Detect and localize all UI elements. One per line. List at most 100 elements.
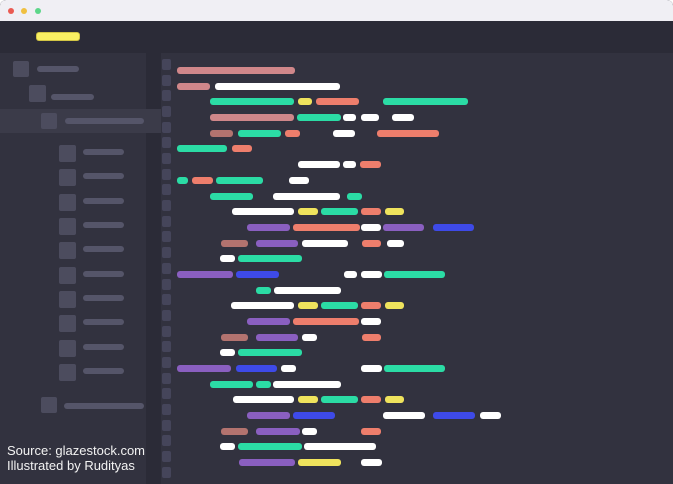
code-line-17[interactable]	[161, 315, 673, 328]
code-token-salmon	[377, 130, 439, 137]
code-line-3[interactable]	[161, 95, 673, 108]
sidebar-item-file-5[interactable]	[0, 238, 161, 263]
tree-item-icon	[59, 169, 76, 186]
code-token-white	[302, 334, 317, 341]
sidebar-item-folder-bottom[interactable]	[0, 393, 161, 417]
code-token-green	[210, 98, 294, 105]
gutter-mark	[162, 231, 171, 242]
code-token-white	[344, 271, 357, 278]
code-line-11[interactable]	[161, 221, 673, 234]
code-line-9[interactable]	[161, 190, 673, 203]
sidebar-item-file-8[interactable]	[0, 311, 161, 336]
code-token-white	[274, 287, 341, 294]
code-line-19[interactable]	[161, 346, 673, 359]
code-line-21[interactable]	[161, 378, 673, 391]
code-line-16[interactable]	[161, 299, 673, 312]
code-token-rose	[177, 83, 210, 90]
code-token-green	[321, 208, 358, 215]
code-line-26[interactable]	[161, 456, 673, 469]
traffic-light-zoom-button[interactable]	[35, 8, 41, 14]
gutter-mark	[162, 75, 171, 86]
code-token-white	[231, 302, 294, 309]
code-token-purple	[247, 224, 290, 231]
sidebar-item-file-10[interactable]	[0, 360, 161, 385]
code-line-8[interactable]	[161, 174, 673, 187]
code-token-salmon	[316, 98, 359, 105]
tree-item-icon	[59, 267, 76, 284]
code-token-white	[220, 443, 235, 450]
code-token-salmon	[293, 224, 360, 231]
sidebar-item-file-1[interactable]	[0, 141, 161, 166]
code-line-12[interactable]	[161, 237, 673, 250]
gutter-mark	[162, 435, 171, 446]
code-token-green	[256, 287, 271, 294]
sidebar-item-file-2[interactable]	[0, 165, 161, 190]
sidebar-item-folder-open[interactable]	[0, 81, 161, 106]
gutter-mark	[162, 404, 171, 415]
traffic-light-minimize-button[interactable]	[21, 8, 27, 14]
code-token-mutedrose	[221, 334, 248, 341]
tree-item-icon	[59, 242, 76, 259]
gutter-mark	[162, 137, 171, 148]
gutter-mark	[162, 326, 171, 337]
code-token-purple	[177, 271, 233, 278]
active-file-pill	[37, 33, 79, 40]
code-token-yellow	[298, 98, 312, 105]
tree-item-label-bar	[83, 344, 124, 350]
code-line-10[interactable]	[161, 205, 673, 218]
code-line-7[interactable]	[161, 158, 673, 171]
code-token-green	[210, 193, 253, 200]
code-token-white	[361, 114, 379, 121]
tree-item-icon	[59, 315, 76, 332]
tree-item-label-bar	[37, 66, 79, 72]
code-line-25[interactable]	[161, 440, 673, 453]
code-line-24[interactable]	[161, 425, 673, 438]
sidebar-item-file-selected[interactable]	[0, 109, 161, 133]
sidebar-item-root-folder[interactable]	[0, 57, 161, 81]
code-line-1[interactable]	[161, 64, 673, 77]
gutter-mark	[162, 420, 171, 431]
code-token-white	[383, 412, 425, 419]
code-token-white	[220, 349, 235, 356]
code-line-14[interactable]	[161, 268, 673, 281]
sidebar-item-file-9[interactable]	[0, 336, 161, 361]
code-token-white	[220, 255, 235, 262]
code-line-6[interactable]	[161, 142, 673, 155]
sidebar-item-file-7[interactable]	[0, 287, 161, 312]
code-line-2[interactable]	[161, 80, 673, 93]
traffic-light-close-button[interactable]	[8, 8, 14, 14]
code-token-white	[343, 114, 356, 121]
code-token-green	[177, 145, 227, 152]
code-token-purple	[256, 428, 300, 435]
code-token-green	[347, 193, 362, 200]
code-line-5[interactable]	[161, 127, 673, 140]
code-line-13[interactable]	[161, 252, 673, 265]
code-token-green	[238, 255, 302, 262]
code-token-purple	[247, 318, 290, 325]
gutter-mark	[162, 373, 171, 384]
code-token-white	[273, 381, 341, 388]
sidebar-item-file-6[interactable]	[0, 263, 161, 288]
code-line-20[interactable]	[161, 362, 673, 375]
code-token-yellow	[298, 459, 341, 466]
code-token-green	[210, 381, 253, 388]
code-token-white	[215, 83, 340, 90]
code-token-yellow	[385, 396, 404, 403]
code-token-green	[216, 177, 263, 184]
code-line-15[interactable]	[161, 284, 673, 297]
credit-line-illustrator: Illustrated by Rudityas	[7, 458, 135, 473]
gutter-mark	[162, 341, 171, 352]
code-token-white	[302, 428, 317, 435]
code-line-4[interactable]	[161, 111, 673, 124]
code-line-23[interactable]	[161, 409, 673, 422]
code-line-18[interactable]	[161, 331, 673, 344]
sidebar-item-file-3[interactable]	[0, 190, 161, 215]
code-token-salmon	[360, 161, 381, 168]
code-token-green	[177, 177, 188, 184]
tree-item-icon	[59, 291, 76, 308]
tree-item-label-bar	[83, 149, 124, 155]
code-token-salmon	[361, 302, 381, 309]
code-line-22[interactable]	[161, 393, 673, 406]
sidebar-item-file-4[interactable]	[0, 214, 161, 239]
code-token-green	[384, 271, 445, 278]
